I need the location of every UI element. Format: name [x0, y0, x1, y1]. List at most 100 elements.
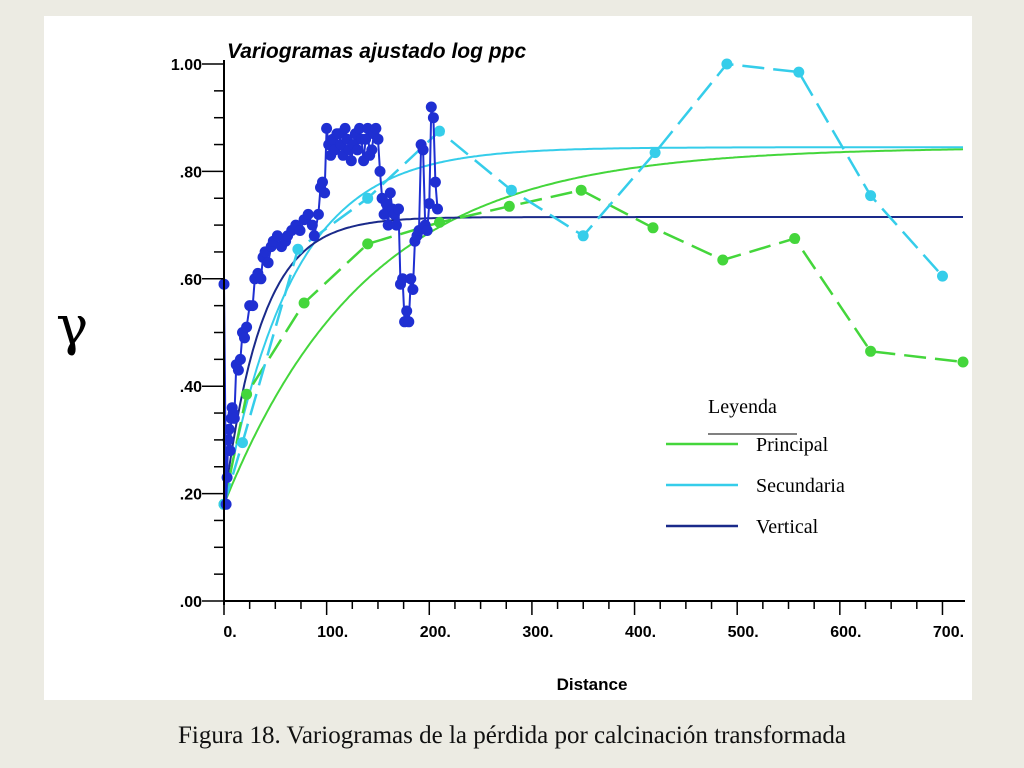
data-point-secundaria — [237, 437, 248, 449]
data-point-secundaria — [937, 270, 948, 282]
data-point-vertical — [378, 208, 390, 220]
x-tick-label: 100. — [317, 624, 348, 641]
data-point-vertical — [403, 316, 415, 328]
y-axis-label: γ — [56, 294, 88, 357]
data-point-secundaria — [721, 58, 733, 70]
data-point-vertical — [339, 122, 351, 134]
data-point-secundaria — [434, 125, 445, 137]
data-point-vertical — [255, 273, 267, 285]
data-point-vertical — [425, 101, 437, 113]
data-point-vertical — [351, 144, 363, 156]
y-tick-label: .20 — [180, 487, 202, 504]
data-point-vertical — [308, 230, 320, 242]
x-tick-label: 400. — [625, 624, 656, 641]
data-point-principal — [575, 184, 587, 196]
data-point-secundaria — [577, 230, 589, 242]
data-point-vertical — [228, 412, 240, 424]
data-point-vertical — [417, 144, 429, 156]
x-tick-label: 500. — [728, 624, 759, 641]
data-point-vertical — [390, 219, 402, 231]
axes: .00 .20 .40 .60 .80 1.00 0. 100. 200. 300. 400. 500… — [171, 57, 965, 641]
data-point-principal — [503, 200, 515, 212]
y-tick-label: .00 — [180, 594, 202, 611]
data-point-vertical — [234, 353, 246, 365]
data-point-principal — [789, 233, 801, 244]
data-point-vertical — [239, 332, 250, 344]
legend-label-vertical: Vertical — [756, 516, 819, 538]
data-point-secundaria — [865, 190, 877, 202]
model-curve-principal — [223, 148, 964, 505]
x-tick-label: 600. — [830, 624, 861, 641]
data-point-vertical — [317, 176, 328, 188]
model-curves — [223, 146, 964, 505]
data-point-vertical — [407, 284, 419, 295]
data-point-vertical — [429, 176, 441, 188]
x-tick-label: 200. — [420, 624, 451, 641]
data-point-vertical — [271, 230, 283, 242]
figure-caption: Figura 18. Variogramas de la pérdida por… — [177, 722, 847, 749]
x-tick-label: 700. — [933, 624, 964, 641]
data-point-vertical — [405, 273, 417, 285]
data-point-vertical — [401, 305, 413, 317]
data-point-vertical — [397, 273, 409, 285]
data-point-secundaria — [292, 243, 304, 255]
experimental-series — [218, 58, 969, 510]
chart-title: Variogramas ajustado log ppc — [227, 40, 526, 63]
data-point-vertical — [220, 498, 232, 510]
data-point-vertical — [432, 203, 443, 215]
data-point-vertical — [262, 257, 274, 269]
data-point-secundaria — [362, 192, 374, 204]
legend-title: Leyenda — [708, 396, 777, 418]
data-point-vertical — [427, 112, 439, 124]
data-point-vertical — [247, 300, 259, 312]
data-point-vertical — [302, 208, 314, 220]
data-point-vertical — [241, 321, 253, 333]
experimental-line-principal — [222, 188, 964, 505]
data-point-principal — [717, 254, 729, 266]
data-point-vertical — [319, 187, 331, 199]
variogram-chart: .00 .20 .40 .60 .80 1.00 0. 100. 200. 300. 400. 500… — [56, 40, 969, 694]
legend-label-principal: Principal — [756, 434, 829, 456]
data-point-vertical — [366, 144, 378, 156]
data-point-secundaria — [649, 147, 661, 159]
x-tick-label: 300. — [522, 624, 553, 641]
data-point-vertical — [223, 423, 235, 435]
data-point-principal — [647, 222, 659, 234]
data-point-vertical — [370, 122, 382, 134]
model-curve-secundaria — [223, 146, 963, 505]
y-tick-label: .40 — [180, 379, 202, 396]
data-point-principal — [241, 388, 253, 400]
data-point-vertical — [421, 225, 433, 236]
data-point-vertical — [222, 434, 234, 446]
data-point-vertical — [372, 133, 384, 145]
data-point-principal — [434, 216, 445, 228]
y-tick-label: 1.00 — [171, 57, 202, 74]
x-tick-label: 0. — [223, 624, 236, 641]
data-point-vertical — [393, 203, 404, 215]
data-point-vertical — [423, 198, 435, 210]
data-point-vertical — [345, 155, 357, 167]
data-point-vertical — [374, 165, 386, 177]
data-point-vertical — [306, 219, 318, 231]
legend-label-secundaria: Secundaria — [756, 475, 845, 497]
data-point-vertical — [294, 225, 306, 236]
data-point-vertical — [232, 364, 244, 376]
legend: Leyenda Principal Secundaria Vertical — [666, 396, 845, 538]
data-point-principal — [298, 297, 310, 309]
data-point-secundaria — [505, 184, 517, 196]
data-point-principal — [865, 345, 877, 357]
x-axis-label: Distance — [557, 675, 628, 694]
data-point-principal — [362, 238, 374, 250]
experimental-line-secundaria — [222, 62, 944, 505]
model-curve-vertical — [223, 216, 963, 505]
data-point-vertical — [384, 187, 396, 199]
data-point-vertical — [382, 219, 394, 231]
data-point-vertical — [321, 122, 333, 134]
data-point-vertical — [360, 133, 372, 145]
data-point-secundaria — [793, 66, 805, 78]
data-point-principal — [957, 356, 969, 368]
data-point-vertical — [224, 445, 236, 457]
data-point-vertical — [354, 122, 365, 134]
y-tick-label: .80 — [180, 164, 202, 181]
chart-frame: .00 .20 .40 .60 .80 1.00 0. 100. 200. 300. 400. 500… — [44, 16, 972, 700]
